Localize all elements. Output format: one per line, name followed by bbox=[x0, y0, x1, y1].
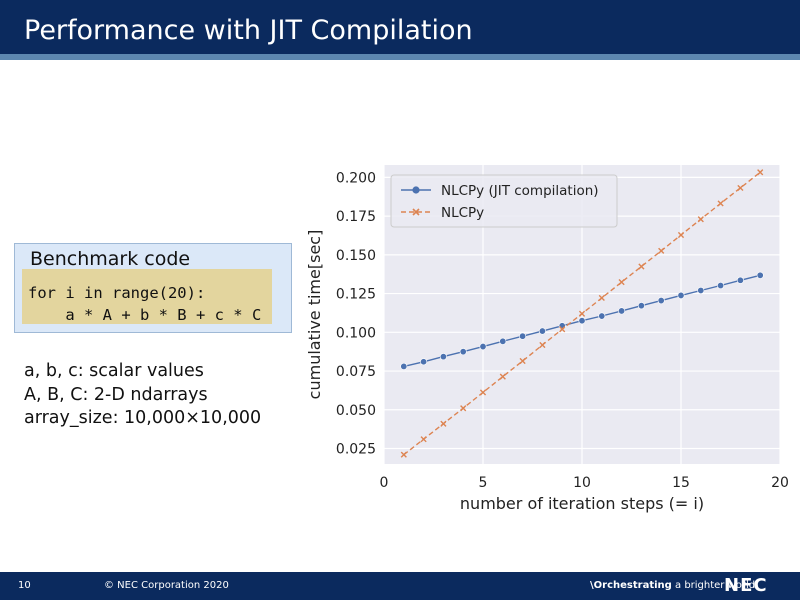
data-point-plain bbox=[539, 341, 546, 349]
data-point-plain bbox=[559, 326, 566, 333]
data-point-jit bbox=[736, 276, 744, 284]
code-line-1: for i in range(20): bbox=[28, 284, 206, 302]
x-axis-label: number of iteration steps (= i) bbox=[460, 494, 704, 513]
data-point-plain bbox=[717, 200, 724, 207]
copyright: © NEC Corporation 2020 bbox=[104, 580, 229, 591]
y-tick-label: 0.025 bbox=[336, 442, 376, 458]
data-point-plain bbox=[697, 216, 704, 223]
y-tick-label: 0.125 bbox=[336, 287, 376, 303]
data-point-plain bbox=[598, 294, 605, 302]
data-point-plain bbox=[618, 279, 625, 286]
data-point-plain bbox=[440, 420, 447, 427]
performance-chart: 0 5 10 15 20 0.0250.0500.0750.1000.1250.1500… bbox=[305, 165, 789, 513]
x-tick-labels: 0 5 10 15 20 bbox=[380, 475, 789, 491]
x-tick-label: 10 bbox=[573, 475, 591, 491]
data-point-jit bbox=[459, 348, 467, 356]
y-tick-label: 0.100 bbox=[336, 325, 376, 341]
x-tick-label: 0 bbox=[380, 475, 389, 491]
data-point-plain bbox=[677, 231, 685, 239]
data-point-jit bbox=[479, 343, 487, 351]
note-array-size: array_size: 10,000×10,000 bbox=[24, 408, 262, 428]
tagline-strong: Orchestrating bbox=[593, 580, 672, 591]
data-point-jit bbox=[697, 286, 705, 294]
y-tick-label: 0.150 bbox=[336, 248, 376, 264]
x-tick-label: 15 bbox=[672, 475, 690, 491]
data-point-jit bbox=[756, 271, 764, 279]
data-point-plain bbox=[460, 405, 467, 412]
y-tick-label: 0.050 bbox=[336, 403, 376, 419]
y-tick-label: 0.175 bbox=[336, 209, 376, 225]
data-point-jit bbox=[519, 332, 527, 340]
data-point-plain bbox=[658, 247, 665, 254]
data-point-jit bbox=[637, 302, 645, 310]
series-layer bbox=[400, 169, 764, 458]
data-point-plain bbox=[737, 184, 744, 192]
legend-label: NLCPy bbox=[441, 205, 484, 221]
data-point-plain bbox=[638, 263, 645, 270]
data-point-plain bbox=[479, 389, 487, 396]
data-point-jit bbox=[618, 307, 626, 315]
data-point-jit bbox=[717, 282, 725, 290]
tagline-rest: a brighter world bbox=[671, 580, 756, 591]
legend-label: NLCPy (JIT compilation) bbox=[441, 183, 599, 199]
data-point-jit bbox=[578, 317, 586, 325]
legend-marker-circle bbox=[412, 186, 420, 194]
data-point-plain bbox=[400, 451, 407, 458]
data-point-plain bbox=[519, 357, 526, 365]
data-point-plain bbox=[757, 169, 764, 176]
legend-marker-x bbox=[412, 208, 420, 216]
title-bar bbox=[0, 0, 800, 54]
y-tick-label: 0.200 bbox=[336, 170, 376, 186]
x-tick-label: 20 bbox=[771, 475, 789, 491]
slide-title: Performance with JIT Compilation bbox=[24, 15, 473, 46]
y-axis-label: cumulative time[sec] bbox=[305, 230, 324, 400]
y-tick-labels: 0.025 0.050 0.075 0.100 0.125 0.150 0.175 0.200 bbox=[336, 170, 376, 457]
data-point-plain bbox=[499, 373, 506, 380]
page-number: 10 bbox=[18, 580, 31, 591]
data-point-plain bbox=[420, 436, 427, 443]
legend-box bbox=[390, 174, 618, 228]
note-scalars: a, b, c: scalar values bbox=[24, 361, 204, 381]
data-point-jit bbox=[657, 297, 665, 305]
data-point-jit bbox=[439, 353, 447, 361]
data-point-jit bbox=[598, 312, 606, 320]
title-accent-stripe bbox=[0, 54, 800, 60]
nec-logo: NEC bbox=[724, 575, 768, 596]
footer-bar bbox=[0, 572, 800, 600]
code-line-2: a * A + b * B + c * C bbox=[28, 306, 262, 324]
data-point-plain bbox=[578, 310, 586, 317]
data-point-jit bbox=[538, 327, 546, 335]
data-point-jit bbox=[420, 358, 428, 366]
note-ndarrays: A, B, C: 2-D ndarrays bbox=[24, 385, 208, 405]
data-point-jit bbox=[400, 362, 408, 370]
x-tick-label: 5 bbox=[479, 475, 488, 491]
data-point-jit bbox=[677, 291, 685, 299]
tagline-slash: \ bbox=[590, 580, 594, 591]
tagline: \Orchestrating a brighter world bbox=[590, 580, 755, 591]
code-block bbox=[22, 269, 272, 324]
y-tick-label: 0.075 bbox=[336, 364, 376, 380]
legend: NLCPy (JIT compilation) NLCPy bbox=[390, 174, 618, 228]
benchmark-label: Benchmark code bbox=[30, 248, 191, 270]
data-point-jit bbox=[499, 337, 507, 345]
